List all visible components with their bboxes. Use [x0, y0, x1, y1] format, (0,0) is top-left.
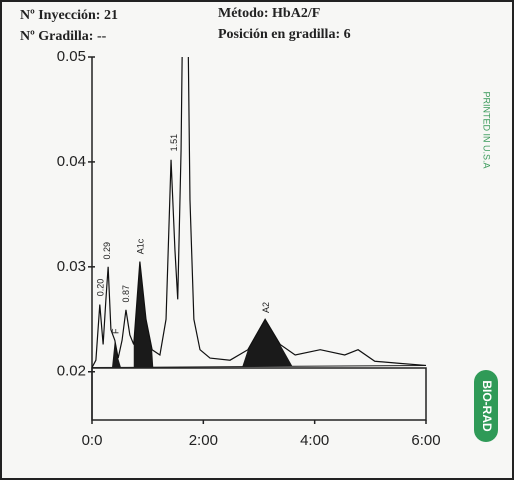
side-text: PRINTED IN U.S.A	[482, 91, 492, 168]
x-tick-label: 4:00	[300, 432, 329, 449]
trace	[92, 57, 427, 368]
shaded-peak	[133, 261, 154, 368]
peak-label: A2	[261, 302, 271, 313]
x-tick-label: 2:00	[189, 432, 218, 449]
peak-label: 0.87	[121, 285, 131, 303]
header-text: Nº Gradilla: --	[20, 29, 107, 44]
baseline	[92, 364, 427, 369]
header-text: Método: HbA2/F	[218, 6, 320, 21]
shaded-peak	[112, 340, 121, 368]
peak-label: 0.29	[102, 242, 112, 260]
y-tick-label: 0.05	[57, 48, 86, 65]
peak-label: 0.20	[95, 279, 105, 297]
header-text: Posición en gradilla: 6	[218, 27, 351, 42]
shaded-peak	[242, 319, 293, 367]
y-tick-label: 0.03	[57, 258, 86, 275]
y-tick-label: 0.04	[57, 153, 86, 170]
x-tick-label: 0:0	[82, 432, 103, 449]
logo-badge	[474, 370, 498, 442]
peak-label: 1.51	[169, 134, 179, 152]
x-tick-label: 6:00	[411, 432, 440, 449]
header-text: Nº Inyección: 21	[20, 8, 118, 23]
peak-label: F	[110, 328, 120, 334]
logo: BIO-RAD	[480, 380, 494, 432]
y-tick-label: 0.02	[57, 363, 86, 380]
peak-label: A1c	[135, 238, 145, 254]
